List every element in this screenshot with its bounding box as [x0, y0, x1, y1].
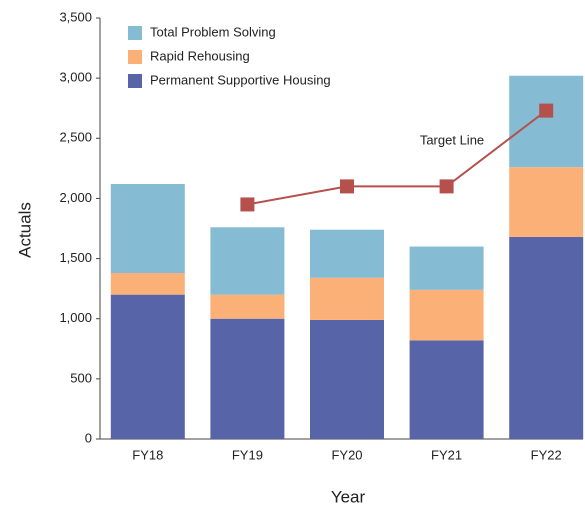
- bar-segment: [409, 340, 484, 439]
- target-marker: [340, 179, 354, 194]
- bar-segment: [509, 167, 584, 237]
- bar-segment: [409, 246, 484, 290]
- y-tick-label: 500: [70, 370, 92, 385]
- target-marker: [539, 103, 554, 118]
- y-tick-label: 3,000: [59, 70, 92, 85]
- bar-segment: [310, 319, 384, 439]
- bar-segment: [409, 289, 484, 341]
- y-tick-label: 0: [85, 430, 92, 445]
- x-tick-label: FY20: [331, 447, 362, 462]
- bar-segment: [509, 236, 584, 439]
- line-label: Target Line: [420, 132, 484, 147]
- y-tick-label: 1,000: [59, 310, 92, 325]
- bar-segment: [210, 294, 285, 319]
- legend-label: Total Problem Solving: [150, 24, 276, 39]
- x-tick-label: FY18: [132, 447, 163, 462]
- bar-segment: [210, 318, 285, 439]
- target-line: [247, 109, 547, 206]
- x-tick-label: FY22: [531, 447, 562, 462]
- bar-segment: [509, 75, 584, 168]
- y-axis-title: Actuals: [15, 202, 34, 258]
- bar-segment: [310, 277, 384, 320]
- bar-segment: [210, 227, 285, 295]
- x-tick-label: FY21: [431, 447, 462, 462]
- bar-segment: [110, 294, 185, 439]
- bar-segment: [310, 229, 384, 278]
- x-axis-title: Year: [331, 487, 366, 506]
- y-tick-label: 2,000: [59, 190, 92, 205]
- legend-swatch: [128, 74, 142, 88]
- legend-label: Permanent Supportive Housing: [150, 72, 331, 87]
- bar-segment: [110, 273, 185, 295]
- x-tick-label: FY19: [232, 447, 263, 462]
- target-marker: [439, 179, 454, 194]
- y-tick-label: 2,500: [59, 130, 92, 145]
- legend-swatch: [128, 26, 142, 40]
- target-marker: [240, 197, 255, 212]
- y-tick-label: 1,500: [59, 250, 92, 265]
- legend-label: Rapid Rehousing: [150, 48, 250, 63]
- y-tick-label: 3,500: [59, 9, 92, 24]
- bar-segment: [110, 183, 185, 274]
- legend-swatch: [128, 50, 142, 64]
